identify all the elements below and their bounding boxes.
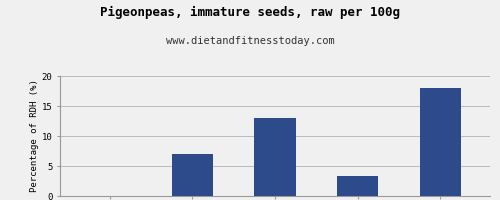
- Bar: [337, 176, 378, 196]
- Text: Pigeonpeas, immature seeds, raw per 100g: Pigeonpeas, immature seeds, raw per 100g: [100, 6, 400, 19]
- Bar: [420, 88, 461, 196]
- Bar: [172, 154, 213, 196]
- Y-axis label: Percentage of RDH (%): Percentage of RDH (%): [30, 80, 39, 192]
- Text: www.dietandfitnesstoday.com: www.dietandfitnesstoday.com: [166, 36, 334, 46]
- Bar: [254, 118, 296, 196]
